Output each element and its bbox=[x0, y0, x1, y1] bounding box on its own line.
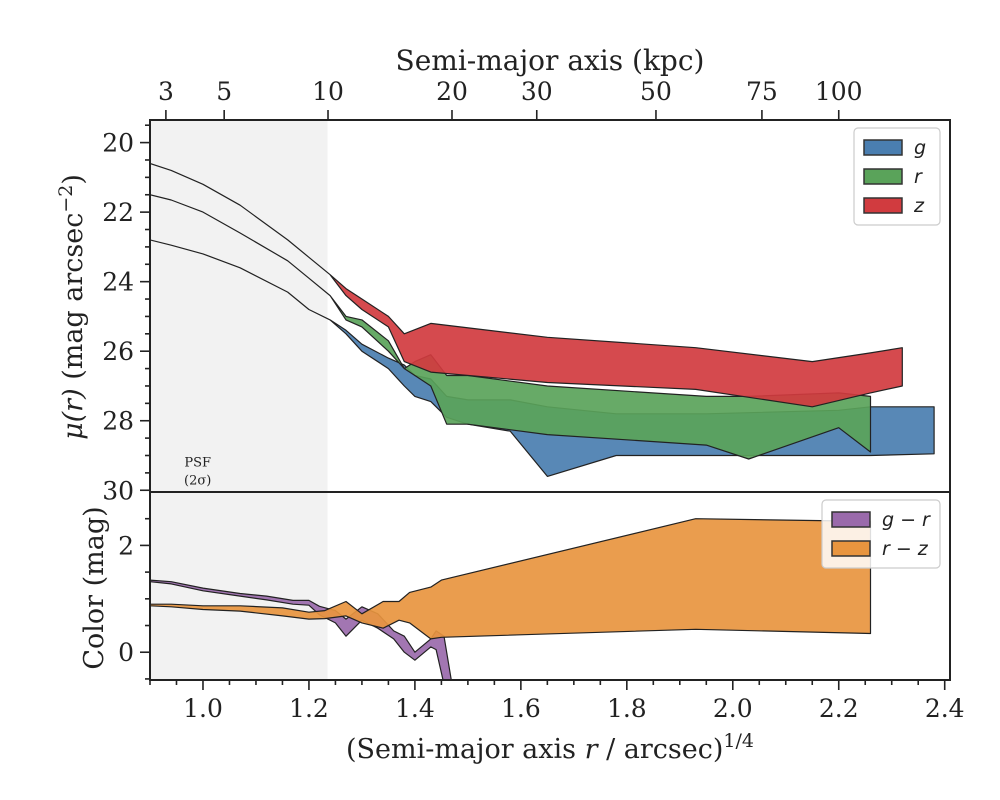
top-x-tick-label: 20 bbox=[436, 77, 468, 106]
top-x-tick-label: 50 bbox=[640, 77, 672, 106]
psf-sigma-label: (2σ) bbox=[184, 474, 211, 489]
band-2 bbox=[150, 162, 903, 408]
bottom-x-tick-label: 2.2 bbox=[819, 694, 859, 723]
top-y-axis-label: μ(r) (mag arcsec−2) bbox=[55, 174, 89, 440]
top-x-tick-label: 3 bbox=[158, 77, 174, 106]
legend-swatch bbox=[831, 511, 871, 528]
bottom-x-tick-label: 1.0 bbox=[183, 694, 223, 723]
top-y-tick-label: 28 bbox=[102, 407, 134, 436]
bottom-x-axis-label: (Semi-major axis r / arcsec)1/4 bbox=[346, 730, 754, 765]
bottom-y-axis-label: Color (mag) bbox=[79, 506, 110, 669]
bottom-panel-frame bbox=[149, 491, 951, 681]
top-axis-label: Semi-major axis (kpc) bbox=[396, 44, 705, 77]
top-x-tick-label: 30 bbox=[521, 77, 553, 106]
top-secondary-x-ticks: 3 5 10 20 30 50 75 100 bbox=[158, 77, 863, 120]
top-x-tick-label: 75 bbox=[746, 77, 778, 106]
bottom-y-tick-label: 0 bbox=[118, 638, 134, 667]
legend-swatch bbox=[863, 197, 903, 214]
bottom-x-tick-label: 2.4 bbox=[925, 694, 965, 723]
band-0 bbox=[150, 579, 452, 680]
bottom-legend: g − r r − z bbox=[821, 499, 941, 569]
bottom-x-tick-label: 2.0 bbox=[713, 694, 753, 723]
top-y-tick-label: 22 bbox=[102, 198, 134, 227]
bottom-x-tick-label: 1.4 bbox=[395, 694, 435, 723]
color-panel: 02 1.0 1.2 1.4 1.6 1.8 2.0 2.2 2.4 Color (mag) … bbox=[79, 491, 965, 765]
top-y-tick-label: 24 bbox=[102, 268, 134, 297]
bottom-y-ticks: 02 bbox=[118, 517, 150, 680]
top-y-ticks: 20 22 24 26 28 30 bbox=[102, 124, 150, 505]
top-y-tick-label: 26 bbox=[102, 337, 134, 366]
legend-label: r − z bbox=[882, 538, 929, 560]
legend-label: g − r bbox=[882, 509, 931, 531]
top-y-tick-label: 30 bbox=[102, 476, 134, 505]
legend-swatch bbox=[863, 139, 903, 156]
color-bands bbox=[150, 518, 872, 680]
legend-swatch bbox=[863, 168, 903, 185]
psf-label: PSF bbox=[184, 456, 211, 471]
surface-brightness-panel: 20 22 24 26 28 30 3 5 10 20 30 50 75 100 Semi-major … bbox=[55, 44, 951, 505]
top-x-tick-label: 100 bbox=[815, 77, 863, 106]
bottom-x-tick-label: 1.2 bbox=[289, 694, 329, 723]
bottom-y-tick-label: 2 bbox=[118, 531, 134, 560]
bottom-x-ticks: 1.0 1.2 1.4 1.6 1.8 2.0 2.2 2.4 bbox=[149, 680, 965, 723]
psf-shaded-region-bottom bbox=[150, 492, 328, 680]
bottom-x-tick-label: 1.6 bbox=[501, 694, 541, 723]
psf-annotation: PSF (2σ) bbox=[184, 456, 211, 489]
psf-shaded-region bbox=[150, 120, 328, 492]
legend-label: r bbox=[914, 166, 923, 188]
top-x-tick-label: 5 bbox=[216, 77, 232, 106]
legend-label: g bbox=[914, 137, 926, 159]
surface-brightness-bands bbox=[150, 162, 935, 477]
band-1 bbox=[150, 194, 872, 460]
legend-swatch bbox=[831, 540, 871, 557]
top-x-tick-label: 10 bbox=[312, 77, 344, 106]
bottom-x-tick-label: 1.8 bbox=[607, 694, 647, 723]
legend-label: z bbox=[913, 195, 925, 217]
top-y-tick-label: 20 bbox=[102, 129, 134, 158]
band-1 bbox=[150, 518, 872, 640]
top-legend: grz bbox=[853, 127, 941, 226]
